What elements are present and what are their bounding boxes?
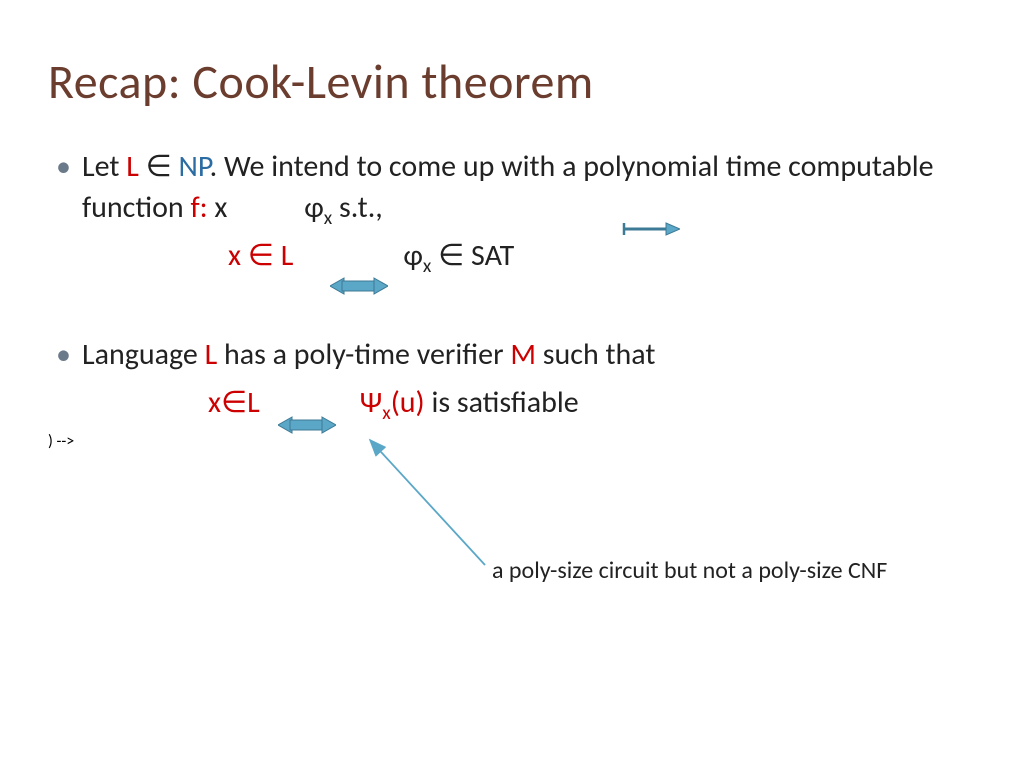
annotation-text: a poly-size circuit but not a poly-size … — [492, 556, 887, 585]
annotation-arrow-icon — [0, 0, 1024, 768]
